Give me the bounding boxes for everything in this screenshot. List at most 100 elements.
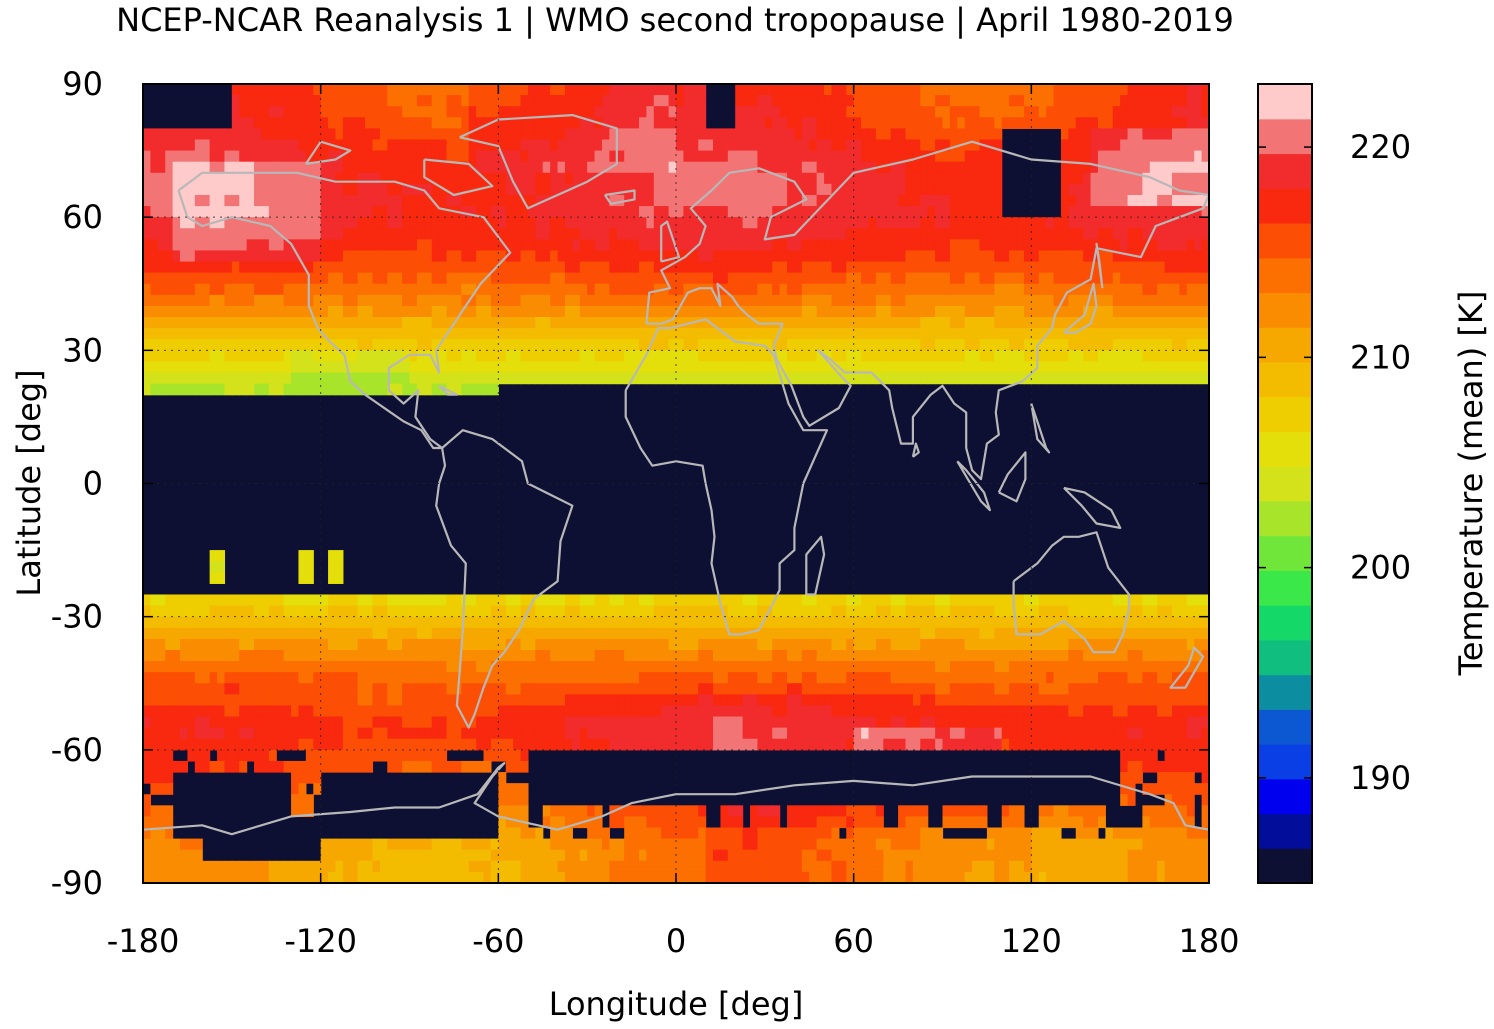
heatmap-cell: [283, 594, 292, 607]
heatmap-cell: [1083, 128, 1092, 141]
heatmap-cell: [157, 217, 166, 229]
heatmap-cell: [1142, 161, 1151, 174]
heatmap-cell: [468, 361, 477, 374]
heatmap-cell: [209, 649, 218, 662]
heatmap-cell: [705, 661, 714, 673]
heatmap-cell: [305, 638, 314, 651]
heatmap-cell: [861, 283, 870, 296]
heatmap-cell: [298, 117, 307, 129]
heatmap-cell: [609, 172, 618, 185]
heatmap-cell: [1142, 128, 1151, 141]
heatmap-cell: [1186, 605, 1195, 618]
heatmap-cell: [935, 194, 944, 207]
heatmap-cell: [705, 294, 714, 307]
heatmap-cell: [209, 605, 218, 618]
heatmap-cell: [424, 139, 433, 152]
heatmap-cell: [372, 239, 381, 252]
heatmap-cell: [342, 383, 351, 396]
heatmap-cell: [875, 616, 884, 629]
heatmap-cell: [1001, 228, 1010, 240]
heatmap-cell: [298, 128, 307, 141]
heatmap-cell: [527, 361, 536, 374]
heatmap-cell: [1016, 283, 1025, 296]
heatmap-cell: [838, 183, 847, 196]
heatmap-cell: [1009, 605, 1018, 618]
heatmap-cell: [1016, 217, 1025, 229]
heatmap-cell: [1075, 250, 1084, 263]
heatmap-cell: [638, 194, 647, 207]
heatmap-cell: [1009, 239, 1018, 252]
heatmap-cell: [757, 627, 766, 640]
heatmap-cell: [846, 84, 855, 96]
heatmap-cell: [579, 361, 588, 374]
heatmap-cell: [483, 339, 492, 351]
heatmap-cell: [905, 128, 914, 141]
heatmap-cell: [1186, 638, 1195, 651]
heatmap-cell: [601, 172, 610, 185]
heatmap-cell: [387, 150, 396, 163]
heatmap-cell: [935, 150, 944, 163]
heatmap-cell: [143, 305, 151, 318]
heatmap-cell: [801, 372, 810, 385]
heatmap-cell: [1046, 84, 1055, 96]
heatmap-cell: [1149, 183, 1158, 196]
heatmap-cell: [676, 84, 684, 96]
heatmap-cell: [298, 239, 307, 252]
heatmap-cell: [490, 383, 499, 396]
heatmap-cell: [1001, 261, 1010, 274]
heatmap-cell: [890, 183, 899, 196]
heatmap-cell: [890, 649, 899, 662]
heatmap-cell: [446, 361, 455, 374]
heatmap-cell: [483, 305, 492, 318]
heatmap-cell: [224, 294, 233, 307]
heatmap-cell: [150, 283, 159, 296]
heatmap-cell: [764, 84, 773, 96]
heatmap-cell: [853, 361, 862, 374]
heatmap-cell: [801, 106, 810, 118]
heatmap-cell: [1112, 328, 1121, 340]
heatmap-cell: [949, 250, 958, 263]
heatmap-cell: [1127, 605, 1136, 618]
heatmap-cell: [698, 294, 707, 307]
heatmap-cell: [779, 139, 788, 152]
heatmap-cell: [727, 672, 736, 684]
heatmap-cell: [942, 272, 951, 285]
heatmap-cell: [520, 638, 529, 651]
heatmap-cell: [409, 117, 418, 129]
heatmap-cell: [150, 250, 159, 263]
heatmap-cell: [861, 95, 870, 107]
heatmap-cell: [513, 361, 522, 374]
heatmap-cell: [1164, 305, 1173, 318]
heatmap-cell: [372, 594, 381, 607]
heatmap-cell: [616, 128, 625, 141]
heatmap-cell: [957, 661, 966, 673]
heatmap-cell: [490, 128, 499, 141]
heatmap-cell: [683, 95, 692, 107]
heatmap-cell: [1090, 261, 1099, 274]
heatmap-cell: [505, 250, 514, 263]
heatmap-cell: [713, 649, 722, 662]
heatmap-cell: [1201, 638, 1210, 651]
heatmap-cell: [631, 361, 640, 374]
heatmap-cell: [283, 383, 292, 396]
heatmap-cell: [298, 150, 307, 163]
heatmap-cell: [1194, 294, 1203, 307]
heatmap-cell: [727, 638, 736, 651]
heatmap-cell: [283, 672, 292, 684]
heatmap-cell: [1097, 150, 1106, 163]
heatmap-cell: [964, 339, 973, 351]
heatmap-cell: [157, 594, 166, 607]
heatmap-cell: [439, 261, 448, 274]
heatmap-cell: [779, 283, 788, 296]
heatmap-cell: [1179, 217, 1188, 229]
heatmap-cell: [254, 328, 263, 340]
heatmap-cell: [194, 183, 203, 196]
heatmap-cell: [387, 383, 396, 396]
heatmap-cell: [187, 328, 196, 340]
heatmap-cell: [357, 305, 366, 318]
heatmap-cell: [335, 106, 344, 118]
heatmap-cell: [994, 317, 1003, 329]
heatmap-cell: [757, 228, 766, 240]
heatmap-cell: [439, 283, 448, 296]
heatmap-cell: [402, 372, 411, 385]
